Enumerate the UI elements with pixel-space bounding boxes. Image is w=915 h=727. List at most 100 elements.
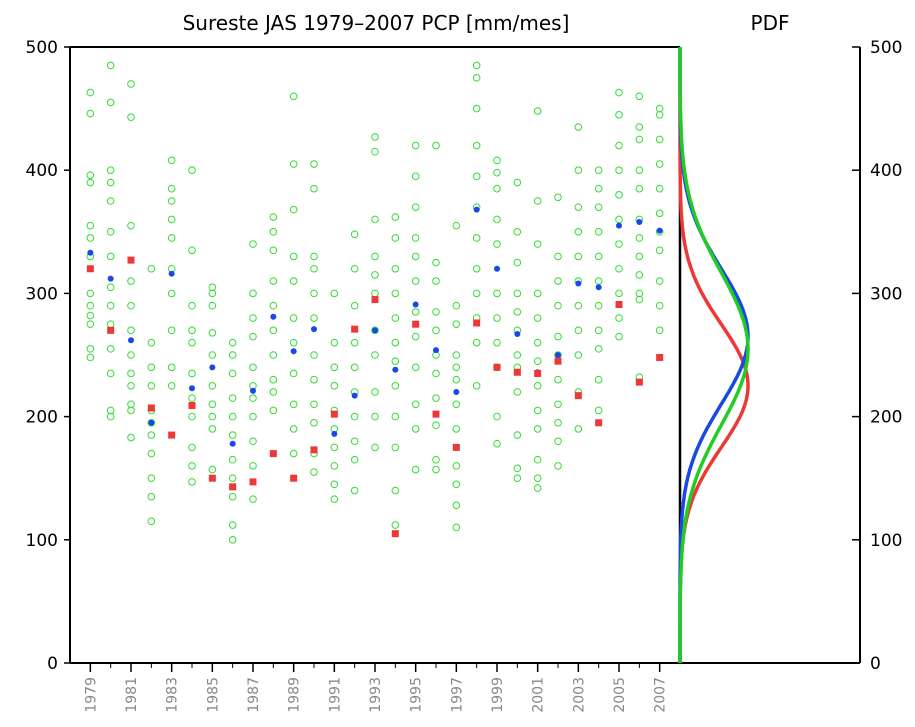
member-point [615,110,623,119]
member-point [411,172,420,181]
mean-point [453,388,460,395]
member-point [554,418,562,427]
observed-point [107,326,115,334]
member-point [188,478,196,486]
member-point [249,314,257,322]
member-point [310,468,318,476]
member-point [452,320,461,329]
member-point [249,289,257,298]
member-point [86,289,95,298]
observed-point [310,446,318,454]
member-point [310,160,318,168]
member-point [167,215,176,224]
member-point [615,264,623,273]
mean-point [107,275,114,282]
member-point [533,289,542,298]
member-point [147,338,156,347]
member-point [188,462,196,470]
member-point [106,197,115,205]
member-point [594,326,603,335]
y-tick-label: 100 [26,531,58,551]
member-point [310,184,318,193]
member-point [574,252,583,261]
member-point [269,246,278,255]
member-point [635,123,644,131]
member-point [533,197,542,205]
member-point [208,351,217,359]
member-point [228,521,237,529]
member-point [391,289,400,298]
member-point [86,345,95,353]
member-point [86,178,95,187]
member-point [167,184,176,193]
y-tick-label: 400 [26,161,58,181]
member-point [432,141,440,150]
member-point [371,351,379,359]
member-point [554,375,562,384]
member-point [330,363,339,372]
member-point [452,375,461,384]
observed-point [86,265,94,273]
member-point [371,289,379,298]
member-point [432,277,440,285]
member-point [452,480,461,489]
member-point [493,338,501,347]
member-point [655,209,664,218]
pdf-curve [678,47,750,663]
y-tick-label: 200 [870,408,902,428]
member-point [289,314,298,322]
member-point [289,400,298,409]
mean-point [189,385,195,392]
member-point [391,264,400,273]
member-point [106,252,115,261]
member-point [86,320,95,329]
observed-point [229,483,237,491]
member-point [167,382,176,390]
mean-point [311,326,317,333]
member-point [533,425,542,433]
member-point [472,382,481,390]
member-point [127,406,135,415]
y-tick-label: 500 [870,38,902,58]
member-point [147,492,156,501]
observed-point [371,296,379,304]
member-point [106,369,115,378]
mean-point [514,331,521,338]
member-point [188,412,196,421]
member-point [371,412,379,421]
mean-point [433,347,439,354]
x-tick-label: 2007 [653,677,669,713]
member-point [513,178,522,187]
member-point [127,221,135,230]
member-point [391,213,400,221]
observed-point [534,369,542,377]
member-point [574,166,583,174]
member-point [269,277,278,285]
observed-point [168,431,176,439]
member-point [127,382,135,390]
member-point [594,166,603,174]
y-tick-label: 0 [47,654,58,674]
member-point [249,462,257,470]
member-point [228,536,237,544]
x-tick-label: 1991 [327,677,343,713]
member-point [188,338,196,347]
member-point [594,184,603,193]
observed-point [147,404,155,412]
member-point [432,308,440,316]
member-point [391,412,400,421]
member-point [127,80,135,88]
x-tick-label: 1995 [409,677,425,713]
member-point [493,289,501,298]
member-point [371,443,379,452]
member-point [350,363,359,372]
member-point [228,338,237,347]
mean-point [229,440,236,447]
member-point [127,400,135,409]
member-point [594,345,603,353]
member-point [371,133,379,141]
member-point [208,283,217,292]
member-point [615,314,623,322]
member-point [147,418,156,427]
mean-point [250,387,256,394]
